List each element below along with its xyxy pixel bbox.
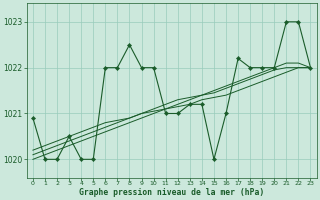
X-axis label: Graphe pression niveau de la mer (hPa): Graphe pression niveau de la mer (hPa) [79, 188, 264, 197]
